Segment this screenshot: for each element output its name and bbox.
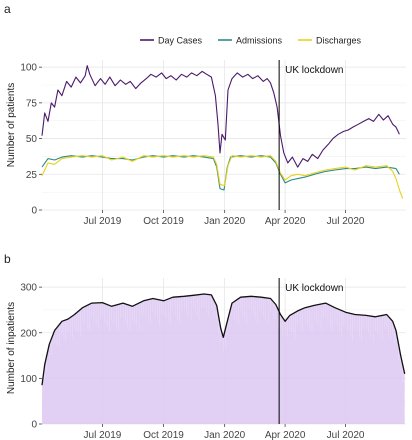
panel-b-plot-area: UK lockdown 0 100 200 300 Jul 2019 Oct 2019 Jan… (20, 278, 406, 440)
x-tick-label: Jan 2020 (204, 430, 246, 440)
panel-a-legend: Day Cases Admissions Discharges (140, 36, 362, 46)
lockdown-label: UK lockdown (285, 283, 343, 294)
series-area-fill (42, 294, 405, 424)
panel-a-y-axis-label: Number of patients (6, 83, 17, 168)
y-tick-label: 25 (26, 170, 38, 181)
series-line-day-cases (41, 65, 400, 168)
panel-a-label: a (4, 2, 11, 16)
y-tick-label: 75 (26, 98, 38, 109)
x-tick-label: Oct 2019 (143, 216, 184, 227)
x-tick-label: Jul 2020 (327, 430, 365, 440)
panel-a: a Day Cases Admissions Discharges UK lockd… (4, 2, 406, 227)
legend-entry: Discharges (316, 36, 362, 46)
legend-entry: Admissions (236, 36, 283, 46)
legend-entry: Day Cases (158, 36, 203, 46)
panel-a-plot-area: UK lockdown 0 25 50 75 100 Jul 2019 Oct 2019 Jan… (20, 60, 406, 227)
y-tick-label: 0 (31, 206, 37, 217)
x-tick-label: Oct 2019 (143, 430, 184, 440)
x-tick-label: Apr 2020 (265, 430, 306, 440)
y-tick-label: 200 (20, 328, 37, 339)
x-tick-label: Jul 2019 (84, 216, 122, 227)
lockdown-label: UK lockdown (285, 65, 343, 76)
y-tick-label: 300 (20, 283, 37, 294)
series-line-discharges (41, 155, 404, 199)
y-tick-label: 0 (31, 420, 37, 431)
x-tick-label: Jul 2020 (327, 216, 365, 227)
x-tick-label: Jul 2019 (84, 430, 122, 440)
x-tick-label: Apr 2020 (265, 216, 306, 227)
series-line-inpatients (41, 293, 406, 386)
y-tick-label: 100 (20, 63, 37, 74)
y-tick-label: 50 (26, 134, 38, 145)
y-tick-label: 100 (20, 374, 37, 385)
panel-b-y-axis-label: Number of inpatients (6, 302, 17, 394)
panel-b: b UK lockdown 0 100 200 300 Jul 2019 Oct 2019 J… (4, 252, 406, 440)
panel-b-label: b (4, 252, 11, 266)
x-tick-label: Jan 2020 (204, 216, 246, 227)
